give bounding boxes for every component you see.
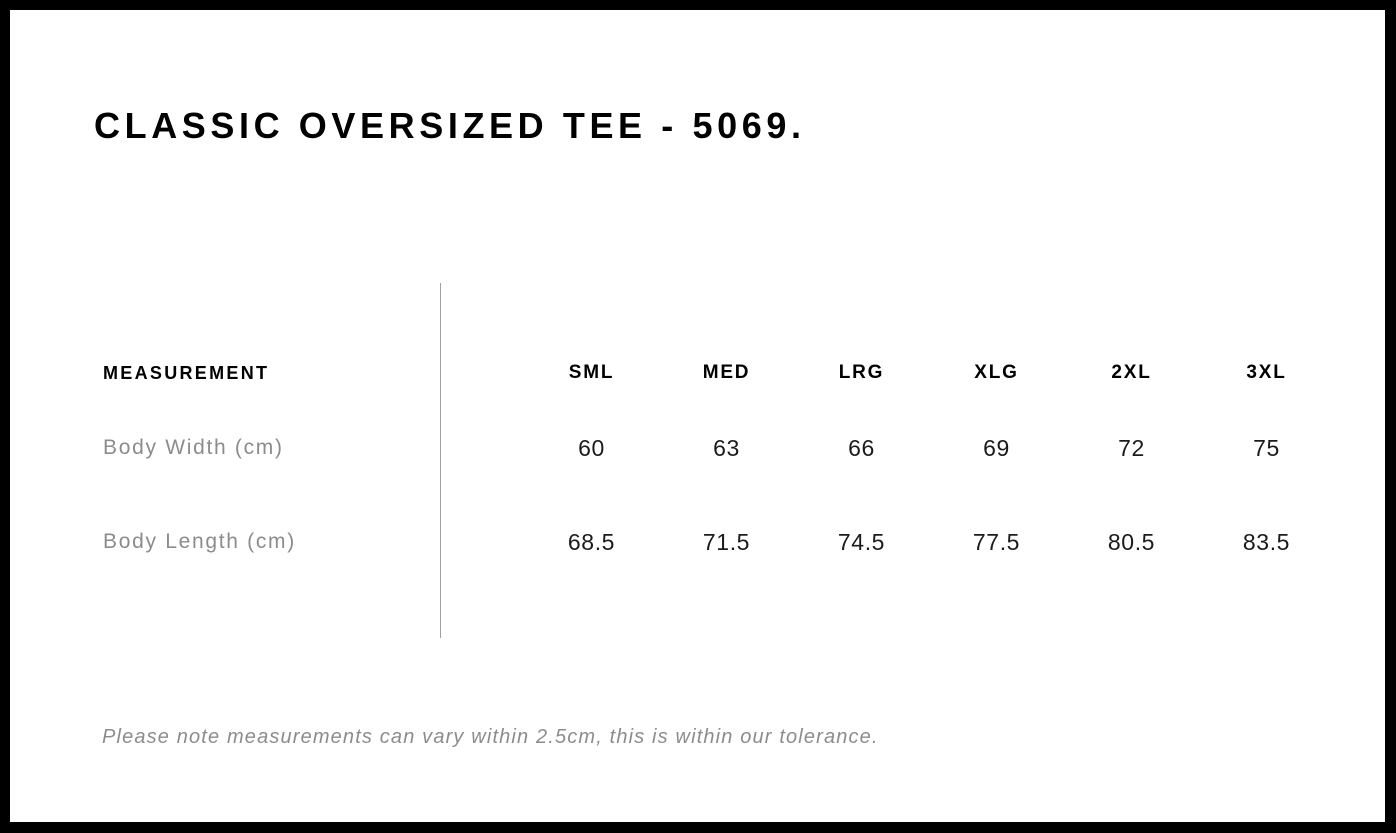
cell-body-length-3xl: 83.5 bbox=[1242, 528, 1291, 555]
cell-body-length-xlg: 77.5 bbox=[972, 528, 1021, 555]
column-header-measurement: MEASUREMENT bbox=[103, 362, 270, 383]
cell-body-length-med: 71.5 bbox=[702, 528, 751, 555]
column-header-size-2xl: 2XL bbox=[1111, 362, 1152, 383]
row-label-body-width: Body Width (cm) bbox=[103, 436, 284, 459]
cell-body-width-sml: 60 bbox=[578, 434, 605, 461]
page-title: CLASSIC OVERSIZED TEE - 5069. bbox=[94, 105, 806, 146]
column-divider-line bbox=[440, 283, 441, 638]
table-row: Body Length (cm) 68.5 71.5 74.5 77.5 80.… bbox=[94, 495, 1334, 589]
row-label-body-length: Body Length (cm) bbox=[103, 530, 296, 553]
column-header-size-lrg: LRG bbox=[838, 362, 885, 383]
cell-body-length-sml: 68.5 bbox=[567, 528, 616, 555]
cell-body-width-med: 63 bbox=[713, 434, 740, 461]
cell-body-width-3xl: 75 bbox=[1253, 434, 1280, 461]
size-chart-canvas: CLASSIC OVERSIZED TEE - 5069. MEASUREMEN… bbox=[10, 10, 1385, 822]
table-row: Body Width (cm) 60 63 66 69 72 75 bbox=[94, 401, 1334, 495]
size-guide-table: MEASUREMENT SML MED LRG XLG 2XL 3XL Body… bbox=[94, 345, 1334, 589]
cell-body-width-2xl: 72 bbox=[1118, 434, 1145, 461]
column-header-size-xlg: XLG bbox=[974, 362, 1019, 383]
cell-body-length-2xl: 80.5 bbox=[1107, 528, 1156, 555]
table-header: MEASUREMENT SML MED LRG XLG 2XL 3XL bbox=[94, 345, 1334, 401]
cell-body-width-xlg: 69 bbox=[983, 434, 1010, 461]
tolerance-note: Please note measurements can vary within… bbox=[102, 726, 879, 748]
table-header-row: MEASUREMENT SML MED LRG XLG 2XL 3XL bbox=[94, 345, 1334, 401]
cell-body-length-lrg: 74.5 bbox=[837, 528, 886, 555]
column-header-size-sml: SML bbox=[568, 362, 615, 383]
table-body: Body Width (cm) 60 63 66 69 72 75 Body L… bbox=[94, 401, 1334, 589]
cell-body-width-lrg: 66 bbox=[848, 434, 875, 461]
column-header-size-med: MED bbox=[702, 362, 751, 383]
column-header-size-3xl: 3XL bbox=[1246, 362, 1287, 383]
